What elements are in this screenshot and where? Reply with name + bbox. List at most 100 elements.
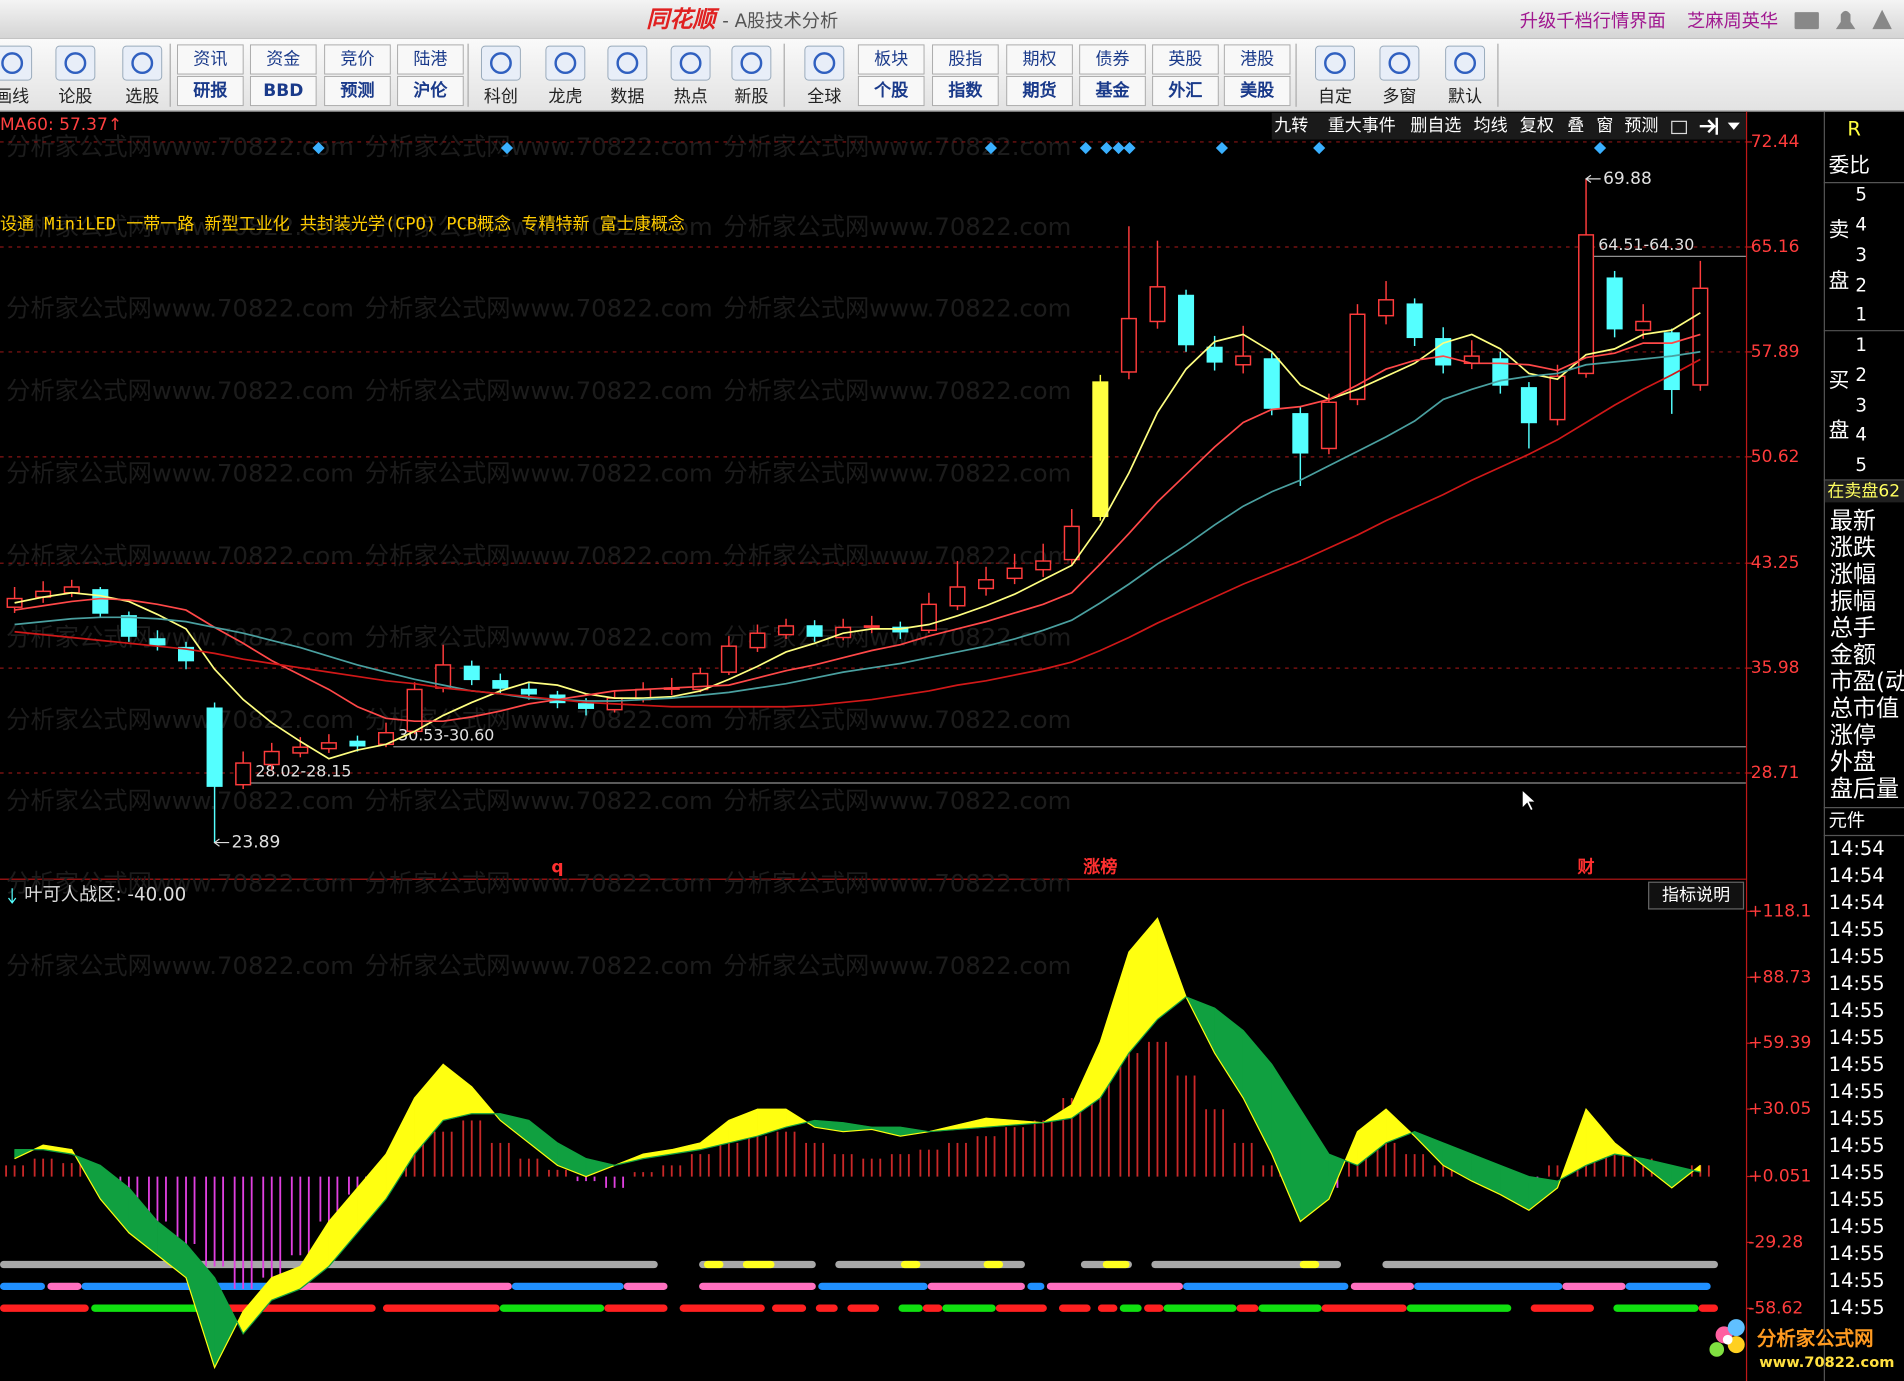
shirt-icon[interactable] (1872, 9, 1892, 30)
toolbar-button[interactable]: 债券 (1095, 49, 1129, 69)
toolbar-button[interactable]: 自定 (1318, 87, 1352, 107)
sidebar-text: 4 (1855, 425, 1867, 446)
chart-tab[interactable]: 窗 (1596, 116, 1613, 136)
bell-icon[interactable] (1835, 10, 1856, 30)
toolbar-button[interactable]: 默认 (1448, 87, 1482, 107)
logo-url: www.70822.com (1759, 1354, 1894, 1371)
toolbar-button[interactable]: 研报 (193, 80, 227, 101)
sidebar-text: 3 (1855, 245, 1867, 266)
toolbar-button[interactable]: 沪伦 (413, 80, 448, 101)
candle-body (578, 703, 595, 709)
y-tick-label: +88.73 (1748, 967, 1811, 987)
toolbar-button[interactable]: BBD (263, 81, 303, 101)
event-diamond[interactable] (1123, 141, 1136, 155)
toolbar-button[interactable]: 论股 (58, 87, 92, 107)
watermark-text: 分析家公式网www.70822.com (6, 869, 354, 898)
event-diamond[interactable] (1313, 141, 1326, 155)
toolbar-button[interactable]: 指数 (948, 80, 983, 101)
menu-icon[interactable] (1727, 122, 1740, 130)
toolbar-button[interactable]: 多窗 (1382, 87, 1416, 107)
watermark-text: 分析家公式网www.70822.com (723, 212, 1071, 241)
toolbar-button[interactable]: 基金 (1094, 80, 1130, 101)
event-diamond[interactable] (500, 141, 514, 155)
lock-icon[interactable] (1671, 120, 1687, 135)
y-tick-label: -58.62 (1748, 1298, 1803, 1318)
y-tick-label: 65.16 (1751, 237, 1800, 257)
event-diamond[interactable] (1215, 141, 1228, 155)
toolbar-button[interactable]: 板块 (874, 49, 908, 69)
toolbar-button[interactable]: 美股 (1240, 80, 1274, 101)
toolbar-button[interactable]: 选股 (125, 87, 159, 107)
event-diamond[interactable] (1593, 141, 1607, 155)
icon (804, 45, 845, 81)
indicator-button[interactable]: 指标说明 (1662, 886, 1730, 906)
toolbar-button[interactable]: 个股 (873, 80, 908, 101)
toolbar-button[interactable]: 英股 (1168, 49, 1202, 69)
chart-tab[interactable]: 重大事件 (1328, 116, 1396, 136)
indicator-line (14, 996, 1701, 1335)
sidebar-text: 盘 (1829, 418, 1850, 442)
indicator-button-box[interactable] (1648, 881, 1745, 910)
event-diamond[interactable] (984, 141, 997, 155)
toolbar-button[interactable]: 期货 (1023, 80, 1057, 101)
icon-glyph (740, 52, 763, 75)
candle-body (1635, 320, 1652, 331)
toolbar-button[interactable]: 资金 (266, 49, 300, 69)
chart-tab[interactable]: 复权 (1520, 116, 1554, 136)
toolbar-button[interactable]: 竞价 (340, 49, 374, 69)
button-box (397, 75, 464, 107)
sidebar-text: 卖 (1829, 218, 1850, 242)
ma-line (14, 350, 1701, 702)
sidebar-text: 涨停 (1830, 723, 1876, 749)
sidebar-text: 2 (1855, 365, 1867, 386)
candle-body (949, 586, 966, 607)
logo-name: 分析家公式网 (1757, 1327, 1874, 1350)
y-tick-label: +59.39 (1748, 1033, 1811, 1053)
toolbar-button[interactable]: 数据 (610, 87, 644, 107)
toolbar-button[interactable]: 全球 (807, 87, 841, 107)
button-box (857, 75, 925, 107)
event-diamond[interactable] (1079, 141, 1092, 155)
toolbar-button[interactable]: 科创 (484, 87, 518, 107)
watermark-text: 分析家公式网www.70822.com (365, 293, 713, 322)
chart-tab[interactable]: 均线 (1474, 116, 1508, 136)
watermark-text: 分析家公式网www.70822.com (365, 459, 713, 488)
toolbar-button[interactable]: 画线 (0, 87, 29, 107)
toolbar-button[interactable]: 股指 (948, 49, 982, 69)
chart-tab[interactable]: 叠 (1567, 116, 1584, 136)
chart-tab[interactable]: 九转 (1274, 116, 1308, 136)
candle-body (1206, 346, 1223, 363)
sidebar-text: 14:55 (1829, 1215, 1885, 1238)
event-marker: q (551, 858, 563, 878)
watermark-text: 分析家公式网www.70822.com (723, 869, 1071, 898)
chart-tab[interactable]: 删自选 (1410, 116, 1461, 136)
toolbar-button[interactable]: 热点 (674, 87, 708, 107)
toolbar-button[interactable]: 期权 (1023, 49, 1057, 69)
button-box (324, 75, 391, 107)
event-diamond[interactable] (312, 141, 325, 155)
sidebar-text: 振幅 (1830, 589, 1876, 615)
watermark-text: 分析家公式网www.70822.com (723, 705, 1071, 734)
user-link[interactable]: 芝麻周英华 (1687, 11, 1778, 32)
y-tick-label: +118.1 (1748, 901, 1811, 921)
toolbar-button[interactable]: 陆港 (413, 49, 447, 69)
button-box (397, 44, 464, 75)
candle-body (1320, 401, 1337, 450)
toolbar-button[interactable]: 预测 (340, 80, 374, 101)
toolbar-button[interactable]: 龙虎 (548, 87, 582, 107)
toolbar-button[interactable]: 新股 (734, 87, 768, 107)
toolbar-button[interactable]: 外汇 (1168, 80, 1202, 101)
indicator-chart (5, 917, 1710, 1370)
button-box (1152, 44, 1219, 75)
mail-icon[interactable] (1794, 12, 1819, 30)
extreme-label: 23.89 (232, 833, 281, 853)
toolbar-button[interactable]: 港股 (1240, 49, 1274, 69)
watermark-text: 分析家公式网www.70822.com (365, 541, 713, 570)
button-box (1223, 75, 1291, 107)
icon (480, 45, 521, 81)
upgrade-link[interactable]: 升级千档行情界面 (1520, 11, 1666, 32)
chart-tab[interactable]: 预测 (1624, 116, 1658, 136)
toolbar-button[interactable]: 资讯 (193, 49, 227, 69)
watermark-text: 分析家公式网www.70822.com (6, 376, 354, 405)
arrow-icon[interactable] (1699, 117, 1718, 135)
